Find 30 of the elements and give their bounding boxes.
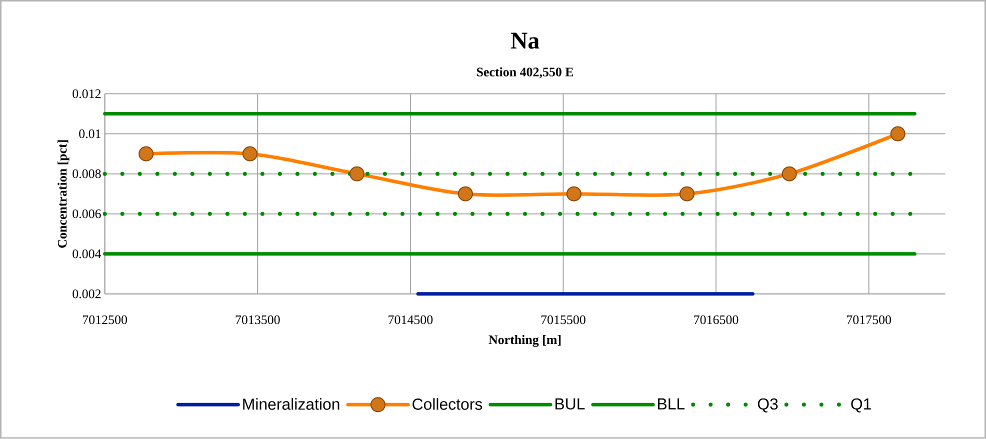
- legend-label: Q3: [758, 398, 778, 413]
- chart-subtitle: Section 402,550 E: [476, 67, 574, 78]
- point: [890, 126, 906, 142]
- legend-label: Collectors: [412, 398, 482, 410]
- point: [679, 186, 694, 202]
- legend-label: Q1: [851, 398, 871, 413]
- point: [349, 166, 364, 182]
- y-axis-title: Concentration [pct]: [58, 140, 70, 248]
- x-tick-label: 7015500: [541, 316, 586, 324]
- x-tick-label: 7014500: [388, 316, 433, 324]
- y-tick-label: 0.004: [72, 250, 102, 258]
- chart-title: Na: [510, 32, 540, 49]
- y-tick-label: 0.01: [79, 130, 101, 138]
- point: [138, 146, 154, 162]
- x-tick-label: 7012500: [83, 316, 127, 324]
- x-axis-title: Northing [m]: [488, 335, 561, 347]
- point: [782, 166, 797, 182]
- y-tick-label: 0.006: [72, 210, 101, 218]
- legend-label: BUL: [556, 398, 585, 410]
- y-tick-label: 0.008: [72, 170, 101, 178]
- x-tick-label: 7016500: [694, 316, 738, 324]
- legend-label: Mineralization: [243, 398, 340, 410]
- x-tick-label: 7013500: [236, 316, 280, 324]
- legend-label: BLL: [658, 398, 685, 410]
- point: [566, 186, 582, 202]
- point: [242, 146, 258, 162]
- y-tick-label: 0.002: [72, 290, 101, 298]
- x-tick-label: 7017500: [847, 316, 892, 324]
- y-tick-label: 0.012: [72, 90, 101, 98]
- point: [458, 186, 473, 202]
